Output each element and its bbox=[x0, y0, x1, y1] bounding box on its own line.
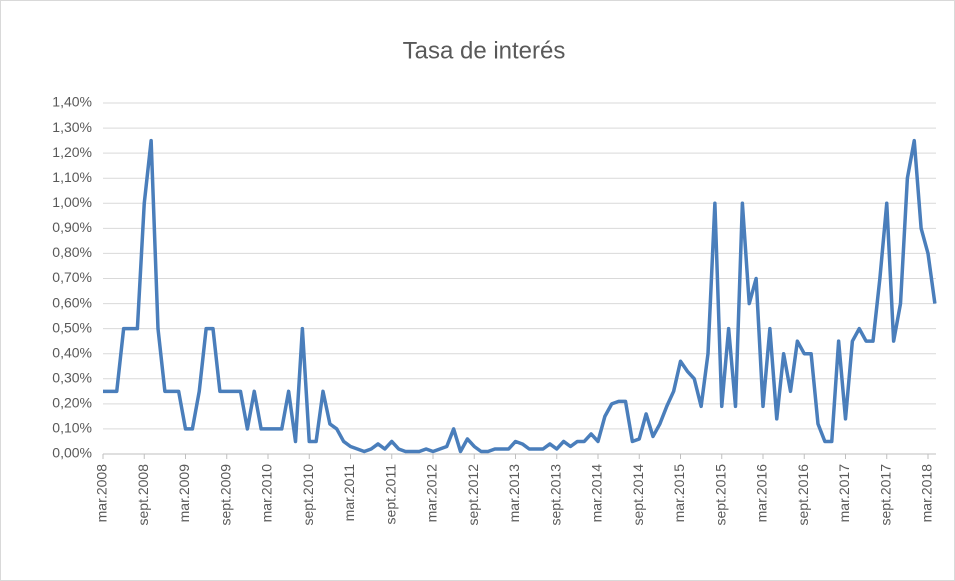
x-tick-label: mar.2011 bbox=[341, 464, 357, 522]
x-tick-label: mar.2008 bbox=[94, 464, 110, 523]
y-tick-label: 0,30% bbox=[52, 369, 92, 385]
x-tick-label: sept.2011 bbox=[382, 464, 398, 525]
x-tick-label: mar.2018 bbox=[919, 464, 935, 523]
x-tick-label: sept.2013 bbox=[547, 464, 563, 526]
y-tick-label: 0,40% bbox=[52, 344, 92, 360]
x-tick-label: sept.2017 bbox=[877, 464, 893, 526]
y-tick-label: 1,10% bbox=[52, 169, 92, 185]
x-tick-label: sept.2009 bbox=[217, 464, 233, 526]
chart-title: Tasa de interés bbox=[403, 37, 566, 64]
x-tick-label: sept.2016 bbox=[795, 464, 811, 526]
x-tick-label: mar.2009 bbox=[176, 464, 192, 523]
y-tick-label: 0,20% bbox=[52, 395, 92, 411]
x-tick-label: sept.2012 bbox=[465, 464, 481, 526]
x-tick-label: sept.2015 bbox=[712, 464, 728, 526]
x-tick-label: sept.2008 bbox=[135, 464, 151, 526]
x-tick-label: mar.2010 bbox=[259, 464, 275, 523]
y-tick-label: 0,90% bbox=[52, 219, 92, 235]
y-tick-label: 0,70% bbox=[52, 269, 92, 285]
y-tick-label: 0,00% bbox=[52, 445, 92, 461]
y-tick-label: 1,30% bbox=[52, 119, 92, 135]
y-tick-label: 0,10% bbox=[52, 420, 92, 436]
y-tick-label: 1,00% bbox=[52, 194, 92, 210]
x-tick-label: mar.2013 bbox=[506, 464, 522, 523]
x-tick-label: mar.2016 bbox=[754, 464, 770, 523]
x-tick-label: sept.2010 bbox=[300, 464, 316, 526]
y-tick-label: 0,50% bbox=[52, 319, 92, 335]
x-tick-label: mar.2015 bbox=[671, 464, 687, 523]
x-tick-label: sept.2014 bbox=[630, 464, 646, 526]
x-tick-label: mar.2012 bbox=[424, 464, 440, 523]
y-tick-label: 1,40% bbox=[52, 94, 92, 110]
y-tick-label: 0,60% bbox=[52, 294, 92, 310]
y-tick-label: 1,20% bbox=[52, 144, 92, 160]
x-tick-label: mar.2014 bbox=[589, 464, 605, 523]
data-line bbox=[103, 138, 937, 454]
x-tick-label: mar.2017 bbox=[836, 464, 852, 523]
y-tick-label: 0,80% bbox=[52, 244, 92, 260]
